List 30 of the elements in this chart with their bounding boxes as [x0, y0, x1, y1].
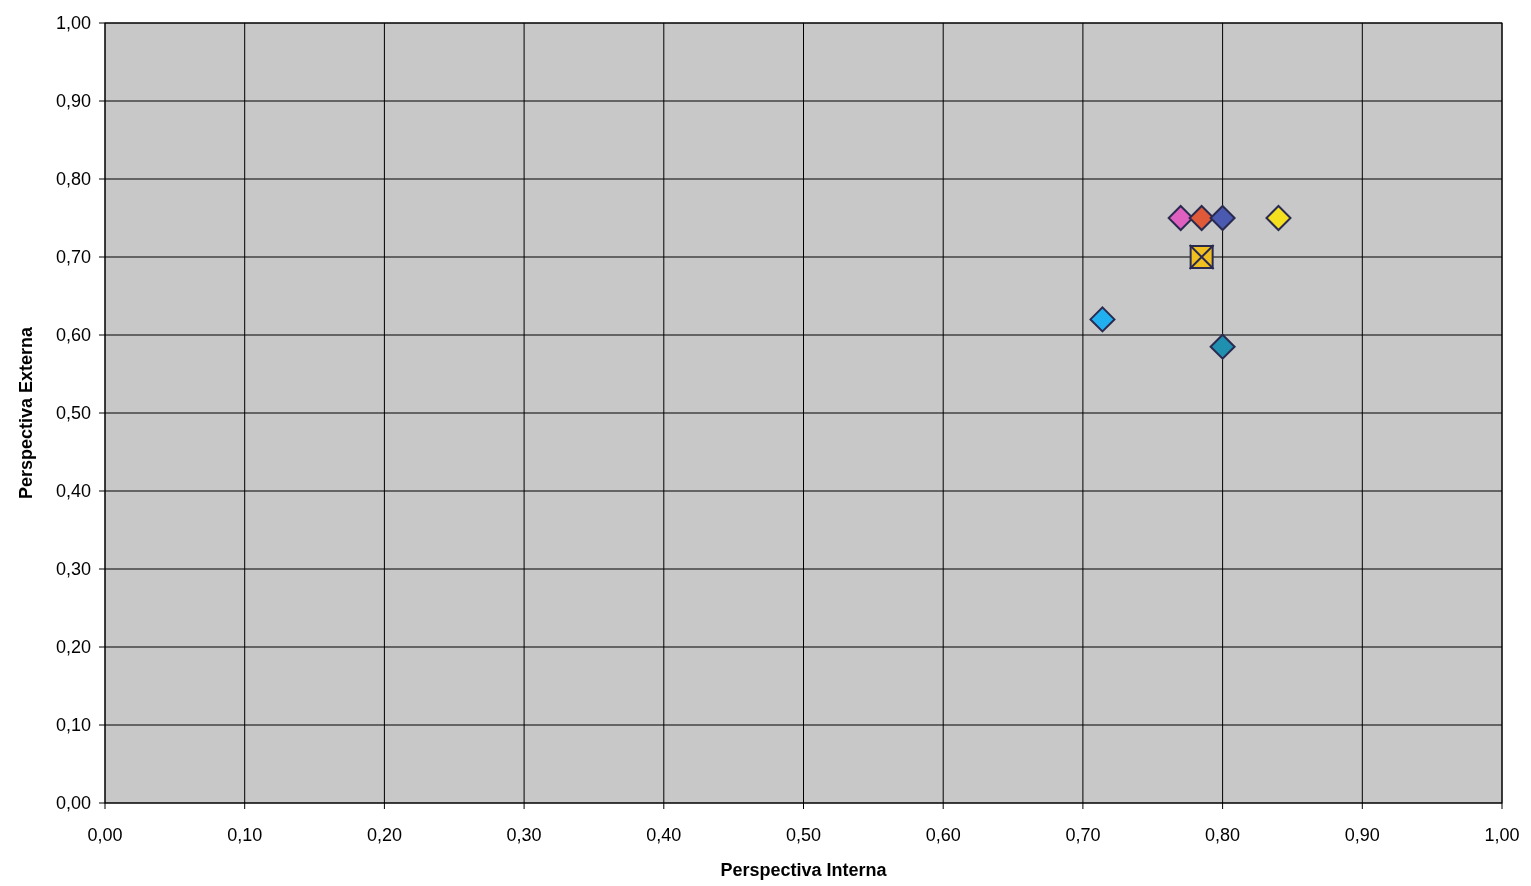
y-tick-label: 1,00	[55, 13, 91, 33]
y-tick-label: 0,20	[55, 637, 91, 657]
point	[1188, 205, 1215, 231]
y-tick-label: 0,70	[55, 247, 91, 267]
y-tick-label: 0,10	[55, 715, 91, 735]
y-tick-label: 0,30	[55, 559, 91, 579]
y-tick-label: 0,00	[55, 793, 91, 813]
y-tick-label: 0,90	[55, 91, 91, 111]
x-tick-label: 0,10	[227, 825, 263, 845]
y-tick-label: 0,40	[55, 481, 91, 501]
x-tick-label: 0,30	[506, 825, 542, 845]
point	[1265, 205, 1292, 231]
point	[1089, 306, 1116, 333]
x-tick-label: 0,20	[366, 825, 402, 845]
x-tick-label: 0,70	[1065, 825, 1101, 845]
y-axis-title: Perspectiva Externa	[16, 325, 36, 500]
x-axis-title: Perspectiva Interna	[720, 860, 888, 880]
x-tick-label: 0,40	[646, 825, 682, 845]
x-tick-label: 0,60	[925, 825, 961, 845]
x-tick-label: 0,50	[785, 825, 822, 845]
y-tick-label: 0,60	[55, 325, 91, 345]
x-tick-label: 0,90	[1344, 825, 1380, 845]
point	[1209, 333, 1236, 360]
y-tick-label: 0,50	[55, 403, 91, 423]
point	[1167, 205, 1194, 231]
x-tick-label: 1,00	[1484, 825, 1520, 845]
x-tick-label: 0,00	[87, 825, 123, 845]
x-tick-label: 0,80	[1205, 825, 1241, 845]
point	[1209, 205, 1236, 231]
y-tick-label: 0,80	[55, 169, 91, 189]
